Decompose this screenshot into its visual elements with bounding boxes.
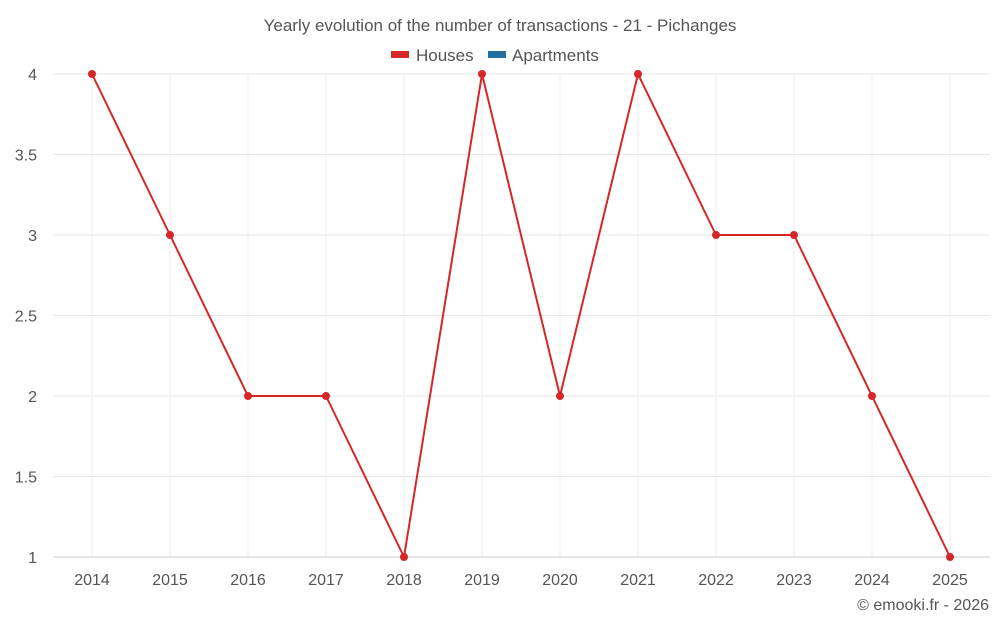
data-point-houses: [790, 231, 798, 239]
x-tick-label: 2021: [620, 572, 656, 589]
y-tick-label: 2: [28, 389, 37, 406]
x-tick-label: 2022: [698, 572, 734, 589]
data-point-houses: [322, 392, 330, 400]
credit-text: © emooki.fr - 2026: [857, 597, 989, 614]
x-tick-label: 2020: [542, 572, 578, 589]
legend: Houses Apartments: [391, 46, 599, 65]
data-point-houses: [166, 231, 174, 239]
legend-label-houses: Houses: [416, 46, 474, 65]
y-tick-label: 2.5: [15, 309, 37, 326]
x-tick-label: 2015: [152, 572, 188, 589]
data-point-houses: [478, 70, 486, 78]
legend-swatch-houses: [391, 51, 409, 58]
legend-label-apartments: Apartments: [512, 46, 599, 65]
x-tick-label: 2016: [230, 572, 266, 589]
legend-item-apartments[interactable]: Apartments: [488, 46, 599, 65]
x-tick-label: 2014: [74, 572, 110, 589]
data-point-houses: [634, 70, 642, 78]
y-tick-label: 1.5: [15, 470, 37, 487]
x-tick-label: 2023: [776, 572, 812, 589]
x-tick-label: 2025: [932, 572, 968, 589]
series-layer: [88, 70, 954, 561]
legend-item-houses[interactable]: Houses: [391, 46, 474, 65]
legend-swatch-apartments: [488, 51, 506, 58]
y-tick-label: 3: [28, 228, 37, 245]
x-axis: 2014 2015 2016 2017 2018 2019 2020 2021 2022 2023…: [53, 556, 990, 589]
data-point-houses: [244, 392, 252, 400]
grid-lines: [53, 73, 990, 558]
y-tick-label: 4: [28, 67, 37, 84]
x-tick-label: 2019: [464, 572, 500, 589]
x-tick-label: 2024: [854, 572, 890, 589]
data-point-houses: [868, 392, 876, 400]
x-tick-label: 2018: [386, 572, 422, 589]
data-point-houses: [556, 392, 564, 400]
y-axis: 1 1.5 2 2.5 3 3.5 4: [15, 67, 37, 567]
chart-title: Yearly evolution of the number of transa…: [264, 16, 737, 35]
data-point-houses: [712, 231, 720, 239]
y-tick-label: 1: [28, 550, 37, 567]
x-tick-label: 2017: [308, 572, 344, 589]
series-line-houses: [91, 73, 951, 558]
data-point-houses: [400, 553, 408, 561]
y-tick-label: 3.5: [15, 148, 37, 165]
data-point-houses: [946, 553, 954, 561]
data-point-houses: [88, 70, 96, 78]
